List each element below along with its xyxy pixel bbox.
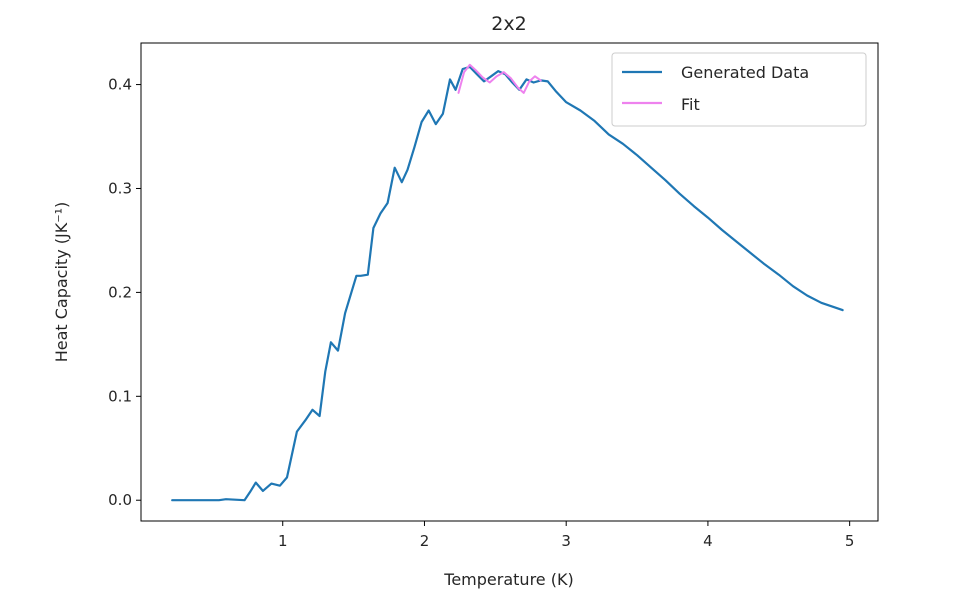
x-axis-label: Temperature (K) <box>443 570 573 589</box>
y-tick-label: 0.1 <box>108 387 132 405</box>
series-line-generated-data <box>171 65 844 502</box>
x-axis: 1 2 3 4 5 <box>278 521 854 550</box>
x-tick-label: 2 <box>420 532 430 550</box>
series-layer <box>171 63 844 502</box>
x-tick-label: 4 <box>703 532 713 550</box>
legend: Generated Data Fit <box>611 52 867 127</box>
x-tick-label: 1 <box>278 532 288 550</box>
legend-box <box>611 52 867 127</box>
y-tick-label: 0.3 <box>108 179 132 197</box>
plot-frame <box>140 42 879 522</box>
y-tick-label: 0.4 <box>108 76 132 94</box>
x-tick-label: 3 <box>561 532 571 550</box>
legend-label-generated-data: Generated Data <box>681 63 809 82</box>
y-axis-label: Heat Capacity (JK⁻¹) <box>52 202 71 363</box>
series-line-fit <box>457 63 542 94</box>
chart-title: 2x2 <box>491 13 526 35</box>
x-tick-label: 5 <box>845 532 855 550</box>
y-tick-label: 0.0 <box>108 491 132 509</box>
y-axis: 0.0 0.1 0.2 0.3 0.4 <box>108 76 141 509</box>
legend-label-fit: Fit <box>681 95 700 114</box>
y-tick-label: 0.2 <box>108 283 132 301</box>
